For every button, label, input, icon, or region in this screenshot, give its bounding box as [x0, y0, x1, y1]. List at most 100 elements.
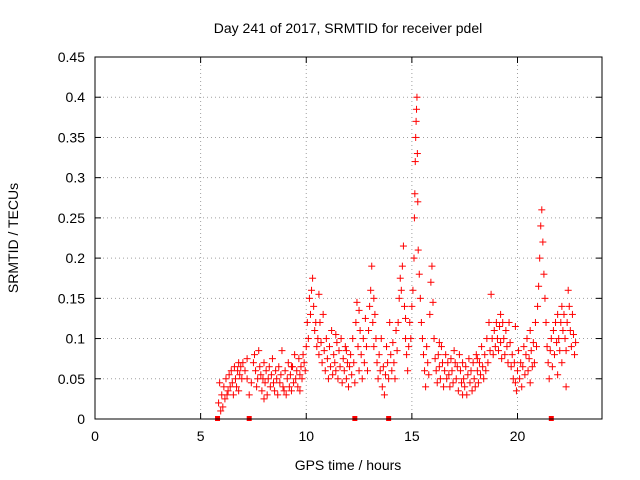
data-point: [535, 282, 543, 290]
data-point: [467, 367, 475, 375]
y-tick-label: 0.1: [66, 331, 86, 347]
data-point: [262, 367, 270, 375]
data-point: [230, 363, 238, 371]
data-point: [557, 318, 565, 326]
data-point: [239, 359, 247, 367]
data-point: [539, 238, 547, 246]
data-point: [362, 343, 370, 351]
data-point: [448, 367, 456, 375]
data-point: [396, 274, 404, 282]
data-point: [304, 335, 312, 343]
data-point: [243, 355, 251, 363]
data-point: [435, 339, 443, 347]
data-point: [550, 351, 558, 359]
data-point: [296, 371, 304, 379]
data-point: [511, 322, 519, 330]
data-point: [563, 318, 571, 326]
data-point: [421, 367, 429, 375]
data-point: [411, 190, 419, 198]
data-point: [559, 327, 567, 335]
data-point: [533, 343, 541, 351]
data-point: [348, 371, 356, 379]
data-point: [531, 318, 539, 326]
data-point: [275, 363, 283, 371]
data-point: [390, 359, 398, 367]
data-point: [315, 290, 323, 298]
data-point: [556, 347, 564, 355]
data-point: [410, 254, 418, 262]
data-point: [526, 327, 534, 335]
data-point: [300, 359, 308, 367]
data-point: [305, 294, 313, 302]
data-point: [309, 274, 317, 282]
data-point: [284, 359, 292, 367]
data-point: [462, 363, 470, 371]
data-point: [487, 290, 495, 298]
data-point: [413, 93, 421, 101]
data-point: [436, 375, 444, 383]
data-point: [529, 339, 537, 347]
data-point: [402, 314, 410, 322]
y-tick-label: 0.05: [58, 371, 85, 387]
data-point: [358, 375, 366, 383]
data-point: [484, 359, 492, 367]
data-point: [223, 391, 231, 399]
data-point: [521, 371, 529, 379]
data-point: [434, 351, 442, 359]
data-point: [428, 262, 436, 270]
data-point: [260, 395, 268, 403]
plot-frame: [94, 56, 603, 420]
data-point: [468, 387, 476, 395]
data-point: [274, 391, 282, 399]
data-point: [561, 335, 569, 343]
data-point: [331, 359, 339, 367]
data-point: [373, 359, 381, 367]
data-point: [416, 294, 424, 302]
data-point: [370, 343, 378, 351]
data-point: [303, 318, 311, 326]
y-tick-label: 0.35: [58, 129, 85, 145]
data-point: [385, 375, 393, 383]
data-point: [461, 383, 469, 391]
data-point: [414, 198, 422, 206]
data-point: [527, 347, 535, 355]
data-point: [241, 367, 249, 375]
data-point: [548, 363, 556, 371]
data-point: [429, 298, 437, 306]
data-point: [497, 339, 505, 347]
data-point: [520, 343, 528, 351]
data-point: [263, 391, 271, 399]
data-point: [328, 327, 336, 335]
data-point: [558, 302, 566, 310]
data-point: [471, 383, 479, 391]
data-point: [426, 310, 434, 318]
data-point: [405, 343, 413, 351]
data-point: [216, 379, 224, 387]
data-point: [308, 286, 316, 294]
data-point: [517, 359, 525, 367]
x-axis-title: GPS time / hours: [295, 457, 402, 473]
data-point: [568, 310, 576, 318]
data-point: [347, 351, 355, 359]
data-point: [474, 379, 482, 387]
data-point: [321, 367, 329, 375]
data-point: [424, 359, 432, 367]
data-point: [423, 343, 431, 351]
data-point: [437, 343, 445, 351]
data-point: [518, 383, 526, 391]
data-point: [410, 214, 418, 222]
data-point: [287, 363, 295, 371]
data-point: [245, 391, 253, 399]
data-point: [498, 355, 506, 363]
data-point: [260, 359, 268, 367]
data-point: [564, 286, 572, 294]
data-point: [524, 367, 532, 375]
data-point: [272, 367, 280, 375]
data-point: [217, 407, 225, 415]
data-point: [325, 343, 333, 351]
data-point: [231, 375, 239, 383]
data-point: [455, 351, 463, 359]
data-point: [458, 379, 466, 387]
data-point: [427, 278, 435, 286]
